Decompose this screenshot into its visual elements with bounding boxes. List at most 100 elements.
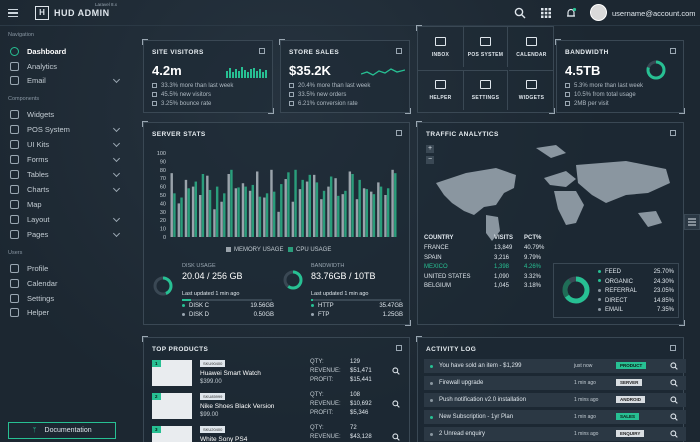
- app-settings[interactable]: SETTINGS: [463, 70, 508, 110]
- y-tick-label: 70: [160, 176, 166, 182]
- sidebar-item-profile[interactable]: Profile: [10, 262, 135, 274]
- sidebar-item-forms[interactable]: Forms: [10, 153, 135, 165]
- app-widgets[interactable]: WIDGETS: [509, 70, 554, 110]
- legend-swatch: [226, 247, 231, 252]
- revenue-value: $43,128: [350, 434, 372, 440]
- sidebar-item-dashboard[interactable]: Dashboard: [10, 45, 135, 57]
- world-map[interactable]: [426, 143, 678, 243]
- app-helper[interactable]: HELPER: [418, 70, 463, 110]
- activity-row[interactable]: 2 Unread enquiry 1 mins ago ENQUIRY: [424, 427, 686, 441]
- theme-panel-toggle[interactable]: [684, 214, 700, 230]
- product-name[interactable]: Nike Shoes Black Version: [200, 403, 275, 410]
- brand-logo[interactable]: H: [35, 6, 49, 20]
- zoom-out-button[interactable]: −: [426, 156, 434, 164]
- search-icon[interactable]: [392, 433, 400, 441]
- sidebar-item-charts[interactable]: Charts: [10, 183, 135, 195]
- expand-icon[interactable]: [396, 345, 402, 351]
- expand-icon[interactable]: [396, 130, 402, 136]
- activity-text: Push notification v2.0 installation: [439, 397, 527, 403]
- zoom-in-button[interactable]: +: [426, 145, 434, 153]
- layout-icon: [10, 214, 19, 224]
- disk-name: DISK D: [189, 312, 210, 318]
- search-icon[interactable]: [514, 7, 526, 19]
- sidebar-item-pages[interactable]: Pages: [10, 228, 135, 240]
- expand-icon[interactable]: [670, 130, 676, 136]
- cpu-usage-bar: [358, 179, 361, 237]
- store-sales-value: $35.2K: [289, 63, 331, 78]
- chevron-down-icon: [112, 184, 121, 193]
- sidebar-item-tables[interactable]: Tables: [10, 168, 135, 180]
- activity-row[interactable]: Push notification v2.0 installation 1 min…: [424, 393, 686, 407]
- card-title: SERVER STATS: [152, 131, 206, 138]
- activity-row[interactable]: New Subscription - 1yr Plan 1 min ago SALE…: [424, 410, 686, 424]
- search-icon[interactable]: [670, 396, 678, 404]
- product-image[interactable]: [152, 426, 192, 442]
- search-icon[interactable]: [392, 367, 400, 375]
- product-name[interactable]: White Sony PS4: [200, 436, 248, 442]
- status-dot: [430, 364, 433, 368]
- product-name[interactable]: Huawei Smart Watch: [200, 370, 261, 377]
- documentation-button[interactable]: ᛘ Documentation: [8, 422, 116, 439]
- menu-toggle-icon[interactable]: [8, 9, 18, 17]
- dot: [598, 307, 601, 311]
- chevron-down-icon: [112, 154, 121, 163]
- y-tick-label: 90: [160, 159, 166, 165]
- sidebar-item-analytics[interactable]: Analytics: [10, 60, 135, 72]
- memory-usage-bar: [313, 174, 316, 237]
- sidebar-item-pos-system[interactable]: POS System: [10, 123, 135, 135]
- search-icon[interactable]: [392, 400, 400, 408]
- search-icon[interactable]: [670, 413, 678, 421]
- search-icon[interactable]: [670, 379, 678, 387]
- memory-usage-bar: [348, 171, 352, 237]
- cpu-usage-bar: [173, 193, 176, 237]
- expand-icon[interactable]: [670, 48, 676, 54]
- disk-usage-value: 20.04 / 256 GB: [182, 271, 243, 281]
- activity-row[interactable]: You have sold an item - $1,299 just now PR…: [424, 359, 686, 373]
- sidebar-item-helper[interactable]: Helper: [10, 306, 135, 318]
- memory-usage-bar: [248, 190, 252, 237]
- chevron-up-icon: [565, 83, 570, 88]
- search-icon[interactable]: [670, 430, 678, 438]
- username[interactable]: username@account.com: [612, 9, 696, 18]
- bw-row: FTP 1.25GB: [311, 312, 403, 318]
- profit-value: $5,346: [350, 410, 369, 416]
- cpu-usage-bar: [272, 191, 276, 237]
- user-avatar[interactable]: [590, 4, 607, 21]
- expand-icon[interactable]: [670, 345, 676, 351]
- activity-row[interactable]: Firewall upgrade 1 min ago SERVER: [424, 376, 686, 390]
- app-pos-system[interactable]: POS SYSTEM: [463, 27, 508, 67]
- bw-val: 35.47GB: [379, 303, 403, 309]
- sidebar-item-settings[interactable]: Settings: [10, 292, 135, 304]
- sidebar-section-users: Users: [8, 250, 23, 256]
- expand-icon[interactable]: [396, 48, 402, 54]
- revenue-label: REVENUE:: [310, 401, 341, 407]
- memory-usage-bar: [327, 186, 330, 237]
- chevron-down-icon: [112, 124, 121, 133]
- expand-icon[interactable]: [259, 48, 265, 54]
- sidebar-item-widgets[interactable]: Widgets: [10, 108, 135, 120]
- cpu-usage-bar: [315, 182, 319, 237]
- brand-name[interactable]: HUD ADMIN: [54, 8, 110, 18]
- sidebar-item-layout[interactable]: Layout: [10, 213, 135, 225]
- search-icon[interactable]: [670, 362, 678, 370]
- sidebar-item-email[interactable]: Email: [10, 74, 135, 86]
- cpu-usage-bar: [287, 172, 290, 237]
- apps-grid-icon[interactable]: [540, 7, 552, 19]
- activity-badge: SERVER: [616, 379, 643, 386]
- sidebar-item-calendar[interactable]: Calendar: [10, 277, 135, 289]
- dot: [182, 303, 185, 307]
- sliders-icon: [688, 218, 696, 226]
- disk-val: 0.50GB: [253, 312, 274, 318]
- app-inbox[interactable]: INBOX: [418, 27, 463, 67]
- disk-name: DISK C: [189, 303, 210, 309]
- bw-label: BANDWIDTH: [311, 263, 345, 269]
- notification-bell-icon[interactable]: [565, 7, 577, 19]
- app-calendar[interactable]: CALENDAR: [509, 27, 554, 67]
- source-pct: 7.35%: [656, 307, 674, 313]
- sidebar-item-ui-kits[interactable]: UI Kits: [10, 138, 135, 150]
- country-visits: 1,398: [494, 264, 510, 270]
- sidebar-item-map[interactable]: Map: [10, 198, 135, 210]
- stat-text: 3.25% bounce rate: [161, 101, 212, 108]
- source-row: FEED 25.70%: [598, 269, 674, 275]
- stat-line: 6.21% conversion rate: [289, 101, 358, 107]
